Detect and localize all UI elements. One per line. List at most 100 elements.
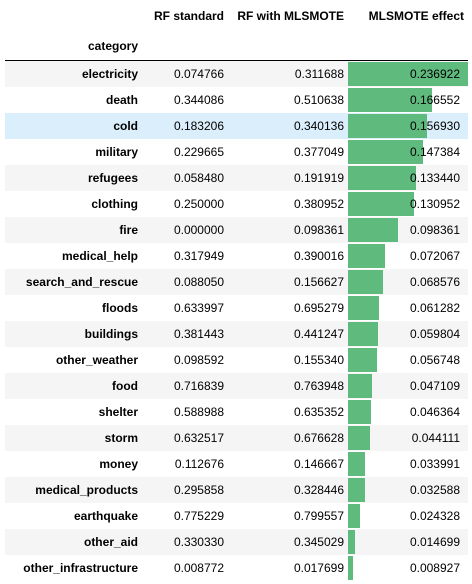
- effect-value: 0.056748: [409, 353, 460, 367]
- cell-rf-standard: 0.229665: [173, 145, 224, 159]
- cell-rf-mlsmote: 0.311688: [294, 67, 344, 81]
- effect-value: 0.044111: [411, 431, 460, 445]
- cell-mlsmote-effect: 0.024328: [348, 503, 468, 529]
- cell-mlsmote-effect: 0.156930: [348, 113, 468, 139]
- table-row: military 0.229665 0.377049 0.147384: [5, 139, 468, 165]
- column-header-rf-mlsmote: RF with MLSMOTE: [237, 9, 344, 23]
- row-index-category: other_weather: [55, 353, 138, 367]
- cell-rf-mlsmote: 0.345029: [293, 535, 344, 549]
- index-name-header: category: [5, 32, 142, 61]
- effect-bar: [348, 504, 360, 528]
- table-row: buildings 0.381443 0.441247 0.059804: [5, 321, 468, 347]
- cell-rf-mlsmote: 0.510638: [293, 93, 344, 107]
- table-row: storm 0.632517 0.676628 0.044111: [5, 425, 468, 451]
- cell-rf-standard: 0.588988: [173, 405, 224, 419]
- cell-rf-standard: 0.088050: [173, 275, 224, 289]
- table-row: other_weather 0.098592 0.155340 0.056748: [5, 347, 468, 373]
- cell-rf-standard: 0.058480: [173, 171, 224, 185]
- effect-value: 0.008927: [409, 561, 460, 575]
- cell-mlsmote-effect: 0.072067: [348, 243, 468, 269]
- row-index-category: electricity: [81, 67, 138, 81]
- table-row: other_infrastructure 0.008772 0.017699 0.00…: [5, 555, 468, 581]
- table-row: death 0.344086 0.510638 0.166552: [5, 87, 468, 113]
- cell-rf-mlsmote: 0.635352: [293, 405, 344, 419]
- effect-value: 0.033991: [409, 457, 460, 471]
- cell-rf-mlsmote: 0.156627: [293, 275, 344, 289]
- cell-rf-mlsmote: 0.098361: [293, 223, 344, 237]
- effect-bar: [348, 556, 353, 580]
- effect-bar: [348, 478, 365, 502]
- row-index-category: floods: [102, 301, 138, 315]
- table-row: refugees 0.058480 0.191919 0.133440: [5, 165, 468, 191]
- cell-rf-mlsmote: 0.441247: [293, 327, 344, 341]
- effect-bar: [348, 140, 423, 164]
- cell-rf-standard: 0.632517: [173, 431, 224, 445]
- cell-rf-mlsmote: 0.676628: [293, 431, 344, 445]
- cell-rf-standard: 0.112676: [174, 457, 224, 471]
- cell-mlsmote-effect: 0.098361: [348, 217, 468, 243]
- cell-rf-standard: 0.633997: [173, 301, 224, 315]
- blank-header-cell: [142, 32, 228, 61]
- effect-bar: [348, 400, 371, 424]
- cell-rf-standard: 0.716839: [173, 379, 224, 393]
- effect-value: 0.032588: [409, 483, 460, 497]
- effect-bar: [348, 452, 365, 476]
- table-row: search_and_rescue 0.088050 0.156627 0.06857…: [5, 269, 468, 295]
- effect-bar: [348, 374, 372, 398]
- cell-rf-standard: 0.000000: [173, 223, 224, 237]
- cell-rf-standard: 0.074766: [173, 67, 224, 81]
- effect-value: 0.046364: [409, 405, 460, 419]
- row-index-category: shelter: [98, 405, 138, 419]
- effect-bar: [348, 530, 355, 554]
- cell-rf-mlsmote: 0.155340: [293, 353, 344, 367]
- cell-mlsmote-effect: 0.047109: [348, 373, 468, 399]
- cell-mlsmote-effect: 0.014699: [348, 529, 468, 555]
- cell-rf-standard: 0.775229: [173, 509, 224, 523]
- table-row: medical_help 0.317949 0.390016 0.072067: [5, 243, 468, 269]
- table-row: shelter 0.588988 0.635352 0.046364: [5, 399, 468, 425]
- row-index-category: fire: [119, 223, 138, 237]
- effect-value: 0.072067: [409, 249, 460, 263]
- cell-rf-standard: 0.183206: [173, 119, 224, 133]
- effect-bar: [348, 348, 377, 372]
- effect-bar: [348, 322, 378, 346]
- cell-rf-mlsmote: 0.017699: [293, 561, 344, 575]
- cell-mlsmote-effect: 0.044111: [348, 425, 468, 451]
- effect-bar: [348, 114, 427, 138]
- cell-rf-standard: 0.250000: [173, 197, 224, 211]
- index-name-row: category: [5, 32, 468, 61]
- cell-rf-mlsmote: 0.146667: [293, 457, 344, 471]
- effect-value: 0.014699: [409, 535, 460, 549]
- cell-mlsmote-effect: 0.061282: [348, 295, 468, 321]
- row-index-category: earthquake: [73, 509, 138, 523]
- cell-rf-mlsmote: 0.695279: [293, 301, 344, 315]
- table-body: electricity 0.074766 0.311688 0.236922 death…: [5, 60, 468, 581]
- cell-rf-standard: 0.295858: [173, 483, 224, 497]
- cell-mlsmote-effect: 0.166552: [348, 87, 468, 113]
- row-index-category: death: [105, 93, 138, 107]
- effect-value: 0.130952: [409, 197, 460, 211]
- effect-bar: [348, 62, 468, 86]
- table-row: cold 0.183206 0.340136 0.156930: [5, 113, 468, 139]
- cell-mlsmote-effect: 0.130952: [348, 191, 468, 217]
- row-index-category: other_aid: [83, 535, 138, 549]
- cell-rf-standard: 0.098592: [173, 353, 224, 367]
- column-header-row: RF standard RF with MLSMOTE MLSMOTE effe…: [5, 0, 468, 32]
- table-row: food 0.716839 0.763948 0.047109: [5, 373, 468, 399]
- effect-value: 0.133440: [409, 171, 460, 185]
- table-row: floods 0.633997 0.695279 0.061282: [5, 295, 468, 321]
- cell-rf-mlsmote: 0.390016: [293, 249, 344, 263]
- effect-value: 0.024328: [409, 509, 460, 523]
- effect-bar: [348, 166, 416, 190]
- cell-mlsmote-effect: 0.008927: [348, 555, 468, 581]
- effect-bar: [348, 218, 398, 242]
- cell-rf-standard: 0.008772: [173, 561, 224, 575]
- cell-rf-mlsmote: 0.377049: [293, 145, 344, 159]
- cell-rf-mlsmote: 0.191919: [293, 171, 344, 185]
- column-header-rf-standard: RF standard: [153, 9, 224, 23]
- effect-bar: [348, 270, 383, 294]
- cell-rf-standard: 0.381443: [173, 327, 224, 341]
- cell-mlsmote-effect: 0.056748: [348, 347, 468, 373]
- table-row: money 0.112676 0.146667 0.033991: [5, 451, 468, 477]
- row-index-category: money: [99, 457, 138, 471]
